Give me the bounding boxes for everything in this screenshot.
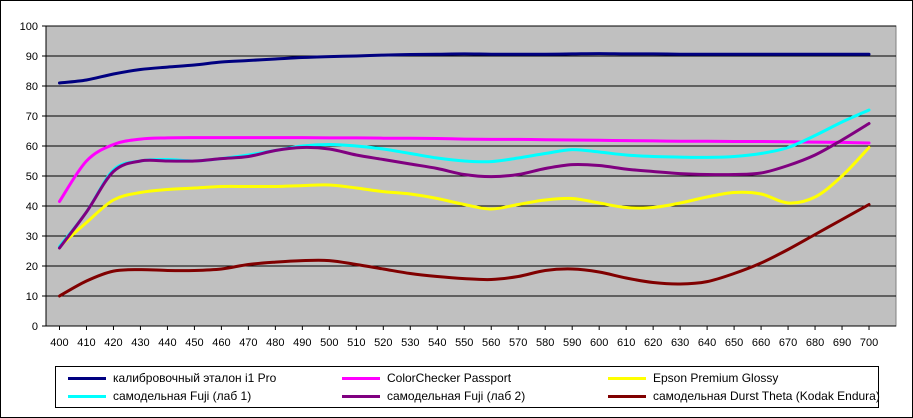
series-line-1 [57,52,871,85]
y-tick-label: 80 [26,81,38,93]
x-axis-tick-labels: 400 410 420 430 440 450 460 470 480 490 500 510 520 5… [46,325,896,349]
x-tick-label: 660 [752,337,770,349]
x-tick-label: 600 [590,337,608,349]
y-tick-label: 100 [20,21,38,33]
x-tick-label: 540 [428,337,446,349]
x-tick-label: 500 [320,337,338,349]
x-tick-label: 680 [806,337,824,349]
series-line-3 [57,146,871,248]
series-lines [57,52,871,298]
y-tick-label: 10 [26,291,38,303]
x-tick-label: 650 [725,337,743,349]
x-tick-label: 420 [104,337,122,349]
series-line-2 [57,136,871,203]
y-tick-label: 50 [26,171,38,183]
x-tick-label: 630 [671,337,689,349]
y-axis-tick-labels: 0 10 20 30 40 50 60 70 80 90 100 [20,21,47,333]
legend-item: Epson Premium Glossy [608,369,778,387]
x-tick-label: 480 [266,337,284,349]
legend-label: Epson Premium Glossy [653,371,779,385]
series-line-5 [57,122,871,250]
x-tick-label: 560 [482,337,500,349]
x-tick-label: 610 [617,337,635,349]
y-tick-label: 70 [26,111,38,123]
legend-swatch [608,376,646,380]
x-tick-label: 620 [644,337,662,349]
legend-label: калибровочный эталон i1 Pro [113,371,277,385]
legend-swatch [342,394,380,398]
x-tick-label: 550 [455,337,473,349]
legend-item: самодельная Durst Theta (Kodak Endura) [608,387,880,405]
x-tick-label: 460 [212,337,230,349]
y-tick-label: 90 [26,51,38,63]
legend-label: самодельная Durst Theta (Kodak Endura) [653,389,880,403]
x-tick-label: 450 [185,337,203,349]
y-tick-label: 0 [32,321,38,333]
x-tick-label: 670 [779,337,797,349]
gridlines [46,25,896,327]
legend-item: ColorChecker Passport [342,369,511,387]
legend-item: калибровочный эталон i1 Pro [68,369,276,387]
x-tick-label: 430 [131,337,149,349]
x-tick-label: 520 [374,337,392,349]
x-tick-label: 410 [77,337,95,349]
x-tick-label: 510 [347,337,365,349]
y-tick-label: 30 [26,231,38,243]
legend-label: самодельная Fuji (лаб 2) [387,389,526,403]
legend-swatch [68,394,106,398]
x-tick-label: 530 [401,337,419,349]
series-line-6 [57,203,871,298]
legend: калибровочный эталон i1 Pro ColorChecker … [55,366,880,408]
x-tick-label: 590 [563,337,581,349]
x-tick-label: 570 [509,337,527,349]
x-tick-label: 700 [860,337,878,349]
x-tick-label: 440 [158,337,176,349]
y-tick-label: 20 [26,261,38,273]
x-tick-label: 690 [833,337,851,349]
legend-label: ColorChecker Passport [387,371,512,385]
x-tick-label: 580 [536,337,554,349]
y-tick-label: 40 [26,201,38,213]
x-tick-label: 640 [698,337,716,349]
x-tick-label: 400 [50,337,68,349]
x-tick-label: 490 [293,337,311,349]
legend-item: самодельная Fuji (лаб 2) [342,387,525,405]
legend-label: самодельная Fuji (лаб 1) [113,389,252,403]
legend-swatch [342,376,380,380]
legend-swatch [608,394,646,398]
legend-swatch [68,376,106,380]
x-tick-label: 470 [239,337,257,349]
y-tick-label: 60 [26,141,38,153]
legend-item: самодельная Fuji (лаб 1) [68,387,251,405]
